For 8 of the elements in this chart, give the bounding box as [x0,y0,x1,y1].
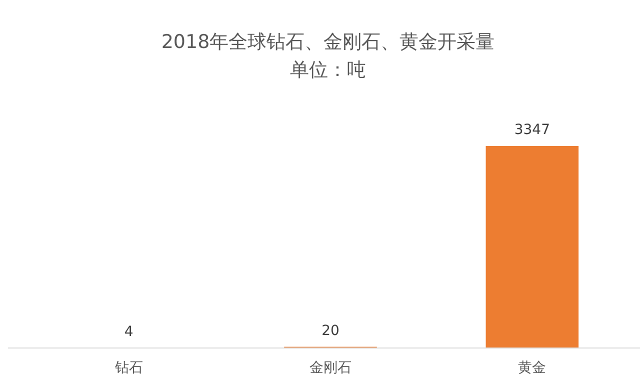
x-tick-label: 黄金 [518,360,546,376]
chart-title: 2018年全球钻石、金刚石、黄金开采量 [161,31,495,53]
chart-subtitle: 单位：吨 [290,59,366,81]
data-label: 4 [124,324,134,340]
data-label: 20 [322,322,340,339]
x-tick-label: 钻石 [114,360,143,376]
data-label: 3347 [514,122,550,138]
x-tick-label: 金刚石 [310,360,352,376]
